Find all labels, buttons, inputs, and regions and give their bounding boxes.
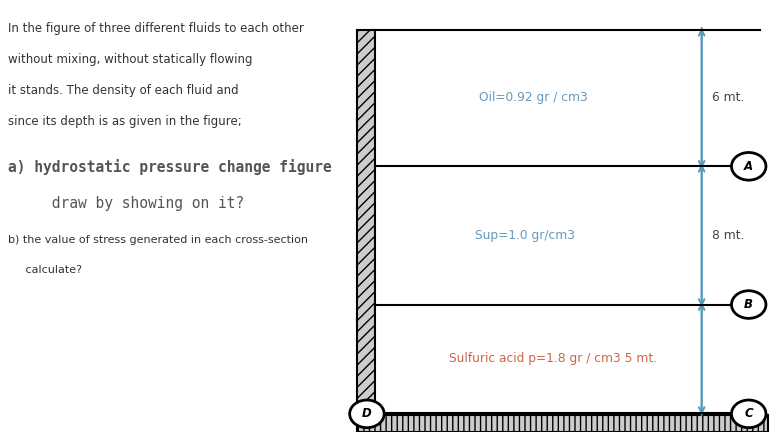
Text: Oil=0.92 gr / cm3: Oil=0.92 gr / cm3	[479, 91, 587, 104]
Text: 8 mt.: 8 mt.	[712, 229, 744, 242]
Ellipse shape	[731, 400, 766, 428]
Text: it stands. The density of each fluid and: it stands. The density of each fluid and	[8, 84, 238, 97]
Text: since its depth is as given in the figure;: since its depth is as given in the figur…	[8, 115, 241, 128]
Text: Sulfuric acid p=1.8 gr / cm3 5 mt.: Sulfuric acid p=1.8 gr / cm3 5 mt.	[448, 352, 657, 365]
Ellipse shape	[350, 400, 384, 428]
Bar	[357, 415, 768, 432]
Ellipse shape	[731, 152, 766, 180]
Text: calculate?: calculate?	[8, 265, 82, 275]
Text: a) hydrostatic pressure change figure: a) hydrostatic pressure change figure	[8, 159, 332, 175]
Bar	[357, 30, 375, 415]
Text: 6 mt.: 6 mt.	[712, 91, 744, 104]
Text: b) the value of stress generated in each cross-section: b) the value of stress generated in each…	[8, 235, 308, 245]
Text: B: B	[744, 298, 753, 311]
Text: D: D	[362, 407, 372, 420]
Text: Sup=1.0 gr/cm3: Sup=1.0 gr/cm3	[475, 229, 575, 242]
Text: In the figure of three different fluids to each other: In the figure of three different fluids …	[8, 22, 303, 35]
Text: without mixing, without statically flowing: without mixing, without statically flowi…	[8, 53, 252, 66]
Text: C: C	[744, 407, 753, 420]
Ellipse shape	[731, 291, 766, 318]
Text: A: A	[744, 160, 753, 173]
Text: draw by showing on it?: draw by showing on it?	[8, 196, 244, 211]
